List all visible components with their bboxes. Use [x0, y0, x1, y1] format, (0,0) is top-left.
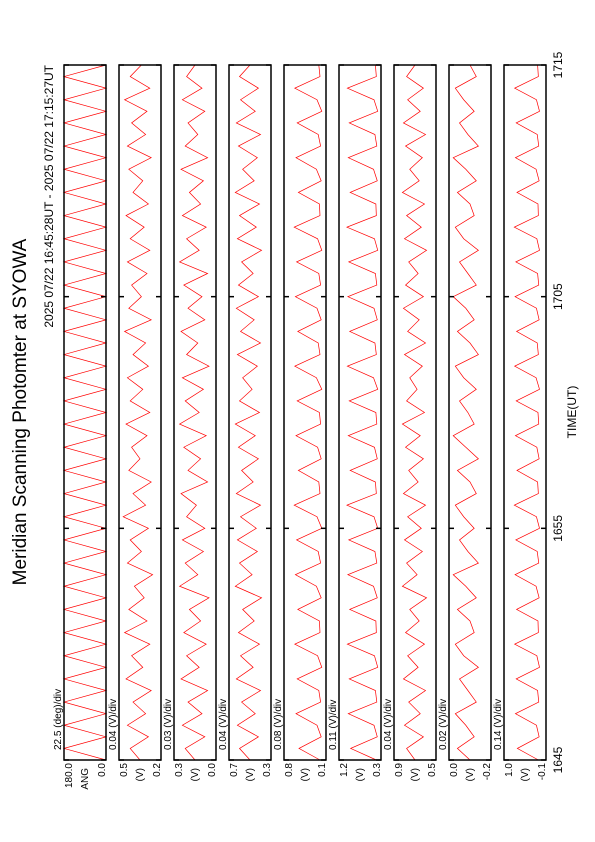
- scale-label: 22.5 (deg)/div: [53, 689, 64, 750]
- channel-label: (V): [300, 768, 311, 781]
- signal-line: [452, 64, 480, 761]
- y-tick-label: 1.0: [504, 763, 515, 777]
- x-axis-label: TIME(UT): [565, 386, 579, 439]
- y-tick-label: 0.0: [207, 763, 218, 777]
- channel-label: (V): [410, 768, 421, 781]
- panel-frame: [503, 64, 547, 761]
- y-tick-label: 180.0: [64, 763, 75, 788]
- y-tick-label: 0.8: [284, 763, 295, 777]
- signal-line: [346, 64, 379, 761]
- signal-line: [178, 64, 210, 761]
- signal-line: [62, 64, 108, 761]
- chart-title: Meridian Scanning Photomter at SYOWA: [10, 238, 31, 585]
- signal-line: [401, 64, 428, 761]
- y-tick-label: 0.9: [394, 763, 405, 777]
- landscape-frame: Meridian Scanning Photomter at SYOWA 202…: [10, 51, 579, 789]
- scale-label: 0.03 (V)/div: [163, 699, 174, 750]
- scale-label: 0.08 (V)/div: [273, 699, 284, 750]
- y-tick-label: 0.0: [97, 763, 108, 777]
- signal-line: [234, 64, 263, 761]
- scale-label: 0.02 (V)/div: [438, 699, 449, 750]
- channel-label: (V): [520, 768, 531, 781]
- channel-label: (V): [465, 768, 476, 781]
- signal-line: [122, 64, 154, 761]
- y-tick-label: 0.7: [229, 763, 240, 777]
- chart-subtitle: 2025 07/22 16:45:28UT - 2025 07/22 17:15…: [42, 64, 56, 327]
- y-tick-label: 0.2: [152, 763, 163, 777]
- scale-label: 0.04 (V)/div: [108, 699, 119, 750]
- panel-frame: [448, 64, 492, 761]
- y-tick-label: 0.5: [427, 763, 438, 777]
- y-tick-label: 1.2: [339, 763, 350, 777]
- y-tick-label: 0.3: [262, 763, 273, 777]
- x-tick-label: 1645: [551, 746, 565, 773]
- channel-label: (V): [245, 768, 256, 781]
- signal-line: [513, 64, 540, 761]
- signal-line: [293, 64, 323, 761]
- y-tick-label: 0.3: [372, 763, 383, 777]
- channel-label: ANG: [80, 768, 91, 790]
- channel-label: (V): [135, 768, 146, 781]
- y-tick-label: 0.5: [119, 763, 130, 777]
- panel-frame: [338, 64, 382, 761]
- panel-frame: [393, 64, 437, 761]
- channel-label: (V): [190, 768, 201, 781]
- y-tick-label: 0.0: [449, 763, 460, 777]
- y-tick-label: -0.2: [482, 763, 493, 781]
- panel-frame: [283, 64, 327, 761]
- channel-label: (V): [355, 768, 366, 781]
- x-tick-label: 1705: [551, 283, 565, 310]
- x-tick-label: 1715: [551, 51, 565, 78]
- scale-label: 0.04 (V)/div: [218, 699, 229, 750]
- scale-label: 0.11 (V)/div: [328, 700, 339, 750]
- panel-frame: [118, 64, 162, 761]
- x-tick-label: 1655: [551, 515, 565, 542]
- scale-label: 0.14 (V)/div: [493, 699, 504, 750]
- y-tick-label: 0.3: [174, 763, 185, 777]
- panel-frame: [63, 64, 107, 761]
- panel-frame: [228, 64, 272, 761]
- y-tick-label: 0.1: [317, 763, 328, 777]
- scale-label: 0.04 (V)/div: [383, 699, 394, 750]
- panel-frame: [173, 64, 217, 761]
- y-tick-label: -0.1: [537, 763, 548, 781]
